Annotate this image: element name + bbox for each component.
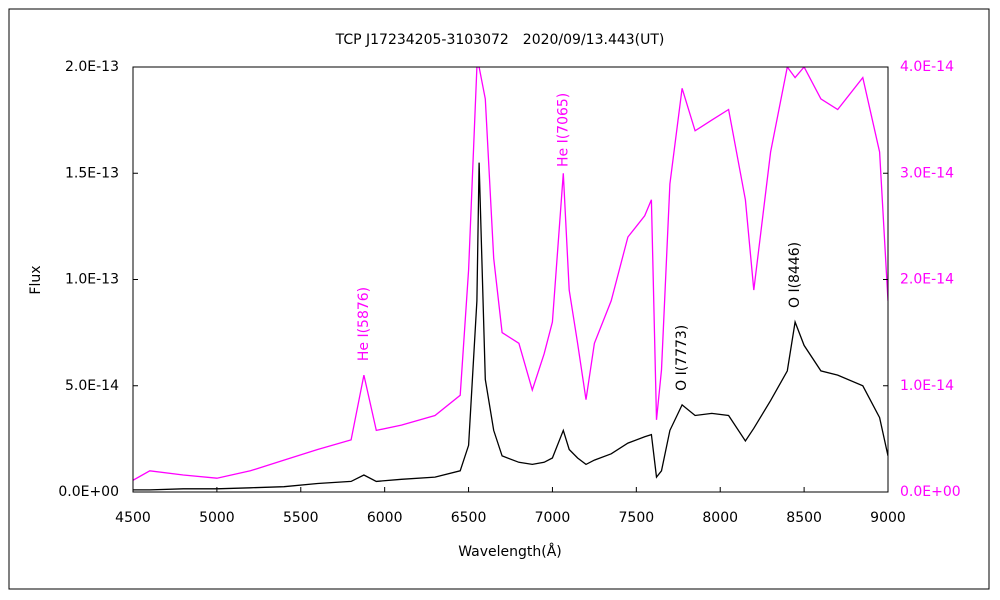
annotation: He I(7065) — [555, 93, 571, 167]
x-tick-label: 9000 — [870, 510, 906, 526]
annotation: O I(7773) — [674, 325, 690, 391]
y-tick-label: 1.5E-13 — [65, 165, 119, 181]
y2-tick-label: 3.0E-14 — [900, 165, 954, 181]
plot-area — [133, 67, 888, 491]
x-tick-label: 8500 — [786, 510, 822, 526]
series-line — [133, 67, 888, 481]
y-tick-label: 1.0E-13 — [65, 272, 119, 288]
x-axis-label: Wavelength(Å) — [458, 543, 562, 560]
y-tick-label: 2.0E-13 — [65, 59, 119, 75]
y2-tick-label: 2.0E-14 — [900, 272, 954, 288]
annotation: He I(5876) — [356, 287, 372, 361]
annotation: O I(8446) — [787, 242, 803, 308]
x-tick-label: 8000 — [702, 510, 738, 526]
y-tick-label: 0.0E+00 — [58, 484, 119, 500]
x-tick-label: 5500 — [283, 510, 319, 526]
x-tick-label: 4500 — [115, 510, 151, 526]
y2-tick-label: 1.0E-14 — [900, 378, 954, 394]
series-line — [133, 162, 888, 491]
y2-tick-label: 0.0E+00 — [900, 484, 961, 500]
x-tick-label: 5000 — [199, 510, 235, 526]
x-tick-label: 7000 — [535, 510, 571, 526]
y-tick-label: 5.0E-14 — [65, 378, 119, 394]
frame — [8, 8, 990, 590]
x-tick-label: 6000 — [367, 510, 403, 526]
chart-title: TCP J17234205-3103072 2020/09/13.443(UT) — [335, 32, 665, 48]
x-tick-label: 6500 — [451, 510, 487, 526]
y-axis-label: Flux — [28, 265, 44, 294]
x-tick-label: 7500 — [619, 510, 655, 526]
y2-tick-label: 4.0E-14 — [900, 59, 954, 75]
